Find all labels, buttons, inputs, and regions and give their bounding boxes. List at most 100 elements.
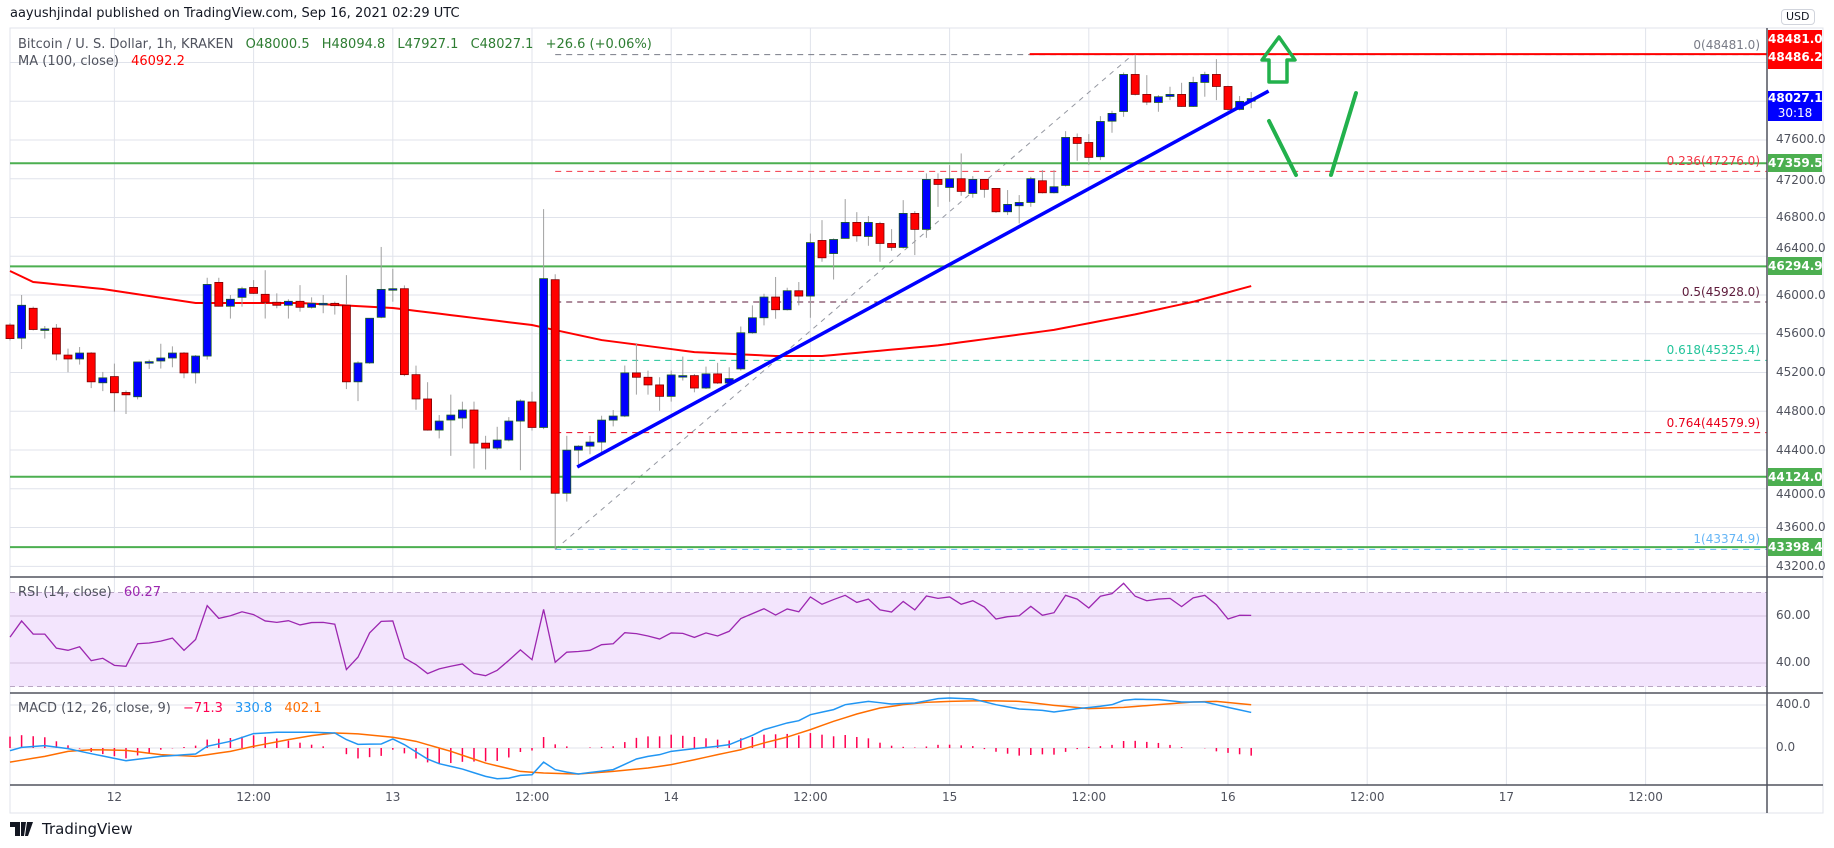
support-price-tag: 43398.4 [1768,538,1823,557]
candle-up [318,302,328,306]
candle-down [771,296,780,311]
rsi-pane [9,582,1767,687]
candle-up [829,239,838,254]
candle-down [63,354,73,360]
time-axis-label: 14 [663,790,679,804]
candle-up [237,288,247,298]
candle-up [608,415,618,421]
macd-signal-value: 402.1 [284,701,322,716]
price-axis-label: 45200.0 [1776,365,1826,380]
candle-up [144,361,154,364]
candle-down [1212,74,1221,87]
candle-up [1003,203,1012,213]
candle-up [782,290,792,311]
rsi-legend[interactable]: RSI (14, close) 60.27 [18,585,161,600]
candle-up [1154,96,1163,103]
resistance-price: 48486.2 [1768,50,1823,64]
candles [5,54,1256,550]
ohlc-high: H48094.8 [321,37,386,52]
candle-down [423,398,433,431]
last-price-tag: 48027.1 30:18 [1768,91,1823,121]
candle-up [1188,82,1198,107]
ohlc-close: C48027.1 [470,37,534,52]
rebound-line [1329,91,1358,177]
candle-up [388,288,398,291]
price-axis-label: 44000.0 [1776,486,1826,501]
candle-up [156,357,166,362]
rsi-axis-label: 40.00 [1776,655,1811,669]
support-price-tag: 46294.9 [1768,257,1823,276]
up-arrow-icon [1260,35,1297,84]
candle-up [1165,94,1175,97]
candle-up [1107,113,1117,122]
candle-down [214,282,224,307]
fib-level-label: 0.236(47276.0) [1666,154,1760,169]
macd-legend[interactable]: MACD (12, 26, close, 9) −71.3 330.8 402.… [18,701,322,716]
candle-up [98,377,108,384]
candle-down [1177,94,1186,107]
symbol-legend[interactable]: Bitcoin / U. S. Dollar, 1h, KRAKEN O4800… [18,37,652,52]
support-trendline [576,89,1270,469]
tradingview-logo[interactable]: TradingView [10,820,133,838]
price-axis-label: 45600.0 [1776,326,1826,341]
candle-up [434,420,444,431]
bar-countdown: 30:18 [1777,106,1813,120]
candle-up [492,439,502,449]
candle-down [249,287,259,294]
candle-down [1084,142,1094,158]
time-axis-label: 17 [1498,790,1515,804]
annotations [1260,35,1358,177]
candle-up [17,304,27,339]
rsi-label: RSI (14, close) [18,585,112,600]
candle-down [1072,137,1082,144]
time-axis-label: 12 [106,790,123,804]
candle-down [469,409,479,444]
candle-up [539,278,548,428]
candle-up [678,375,688,378]
candle-up [133,361,143,398]
candle-up [945,178,954,188]
time-axis-label: 12:00 [1628,790,1663,804]
ma-value: 46092.2 [131,54,185,69]
candle-down [1038,180,1047,194]
candle-down [794,290,804,297]
candle-up [806,242,815,297]
candle-up [365,317,375,364]
candle-up [353,362,363,383]
time-axis-label: 15 [941,790,958,804]
fib-trend-line [554,54,1134,550]
ma100-line [9,270,1252,358]
candle-down [910,213,920,230]
macd-axis-label: 400.0 [1776,697,1811,711]
candle-down [933,178,943,185]
fib-level-label: 1(43374.9) [1693,532,1760,547]
time-axis-label: 16 [1220,790,1236,804]
candle-up [516,400,525,422]
candle-up [898,213,908,248]
drawings [576,89,1270,469]
symbol-name: Bitcoin / U. S. Dollar, 1h, KRAKEN [18,37,234,52]
candle-down [991,188,1001,213]
resistance-price-tag: 48481.0 48486.2 [1768,30,1823,69]
candle-down [110,376,119,394]
candle-down [28,307,38,330]
fib-high-tag: 48481.0 [1768,32,1823,46]
candle-down [887,243,896,248]
ohlc-open: O48000.5 [245,37,310,52]
fib-level-label: 0.764(44579.9) [1666,415,1760,430]
horizontal-lines [10,53,1767,550]
candle-down [690,375,699,389]
candle-down [956,178,966,192]
candle-up [446,414,456,421]
ma-legend[interactable]: MA (100, close) 46092.2 [18,54,185,69]
candle-up [620,372,630,417]
candle-up [1026,178,1036,203]
candle-down [341,304,351,383]
currency-badge[interactable]: USD [1781,9,1815,25]
ma-label: MA (100, close) [18,54,119,69]
macd-value: 330.8 [235,701,273,716]
candle-up [167,352,177,359]
candle-up [457,409,467,419]
candle-up [562,449,572,494]
